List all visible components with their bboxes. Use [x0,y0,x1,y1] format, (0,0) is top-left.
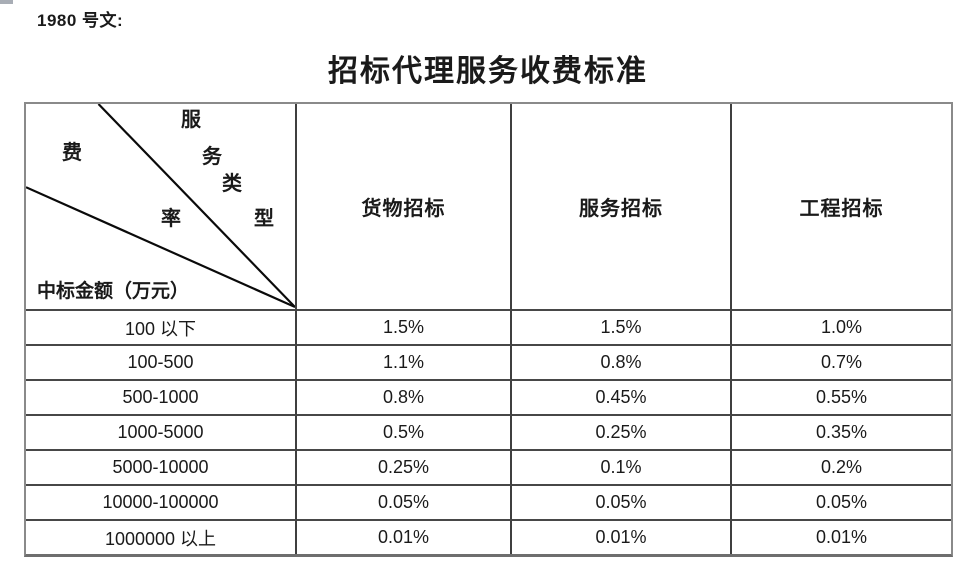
fee-value: 0.05% [297,486,512,521]
corner-service-type-char-2: 务 [202,146,222,168]
row-axis-label: 中标金额（万元） [37,281,190,302]
column-header-services: 服务招标 [512,104,732,311]
row-label: 1000000 以上 [26,521,297,554]
row-label: 10000-100000 [26,486,297,521]
page-title: 招标代理服务收费标准 [328,55,648,88]
fee-value: 0.8% [297,381,512,416]
fee-value: 0.55% [732,381,951,416]
fee-value: 0.05% [512,486,732,521]
column-header-engineering: 工程招标 [732,104,951,311]
fee-value: 0.5% [297,416,512,451]
fee-value: 0.01% [815,527,868,547]
corner-fee-char: 费 [62,142,82,164]
row-label: 100-500 [26,346,297,381]
row-label: 100 以下 [26,311,297,346]
corner-service-type-char-4: 型 [254,208,274,230]
fee-value: 0.2% [732,451,951,486]
row-label: 1000-5000 [26,416,297,451]
diagonal-divider-lines [26,104,295,309]
fee-value: 0.05% [732,486,951,521]
fee-value: 0.01% [512,521,732,554]
fee-value: 1.1% [297,346,512,381]
fee-value: 1.0% [732,311,951,346]
document-reference: 1980 号文: [37,11,124,30]
fee-value: 0.45% [512,381,732,416]
corner-service-type-char-3: 类 [222,173,242,195]
corner-service-type-char-1: 服 [181,109,201,131]
fee-value: 0.7% [732,346,951,381]
fee-value: 0.8% [512,346,732,381]
fee-value: 0.01% [297,521,512,554]
row-label: 500-1000 [26,381,297,416]
fee-value: 0.1% [512,451,732,486]
scan-artifact [0,0,13,4]
fee-value: 0.25% [512,416,732,451]
fee-standard-table: 服 务 类 型 费 率 中标金额（万元） 货物招标 服务招标 工程招标 100 … [24,102,953,557]
corner-rate-char: 率 [161,208,181,230]
corner-header-cell: 服 务 类 型 费 率 中标金额（万元） [26,104,297,311]
fee-value: 0.25% [297,451,512,486]
fee-value: 1.5% [512,311,732,346]
fee-value: 1.5% [297,311,512,346]
row-label: 5000-10000 [26,451,297,486]
column-header-goods: 货物招标 [297,104,512,311]
fee-value: 0.35% [732,416,951,451]
